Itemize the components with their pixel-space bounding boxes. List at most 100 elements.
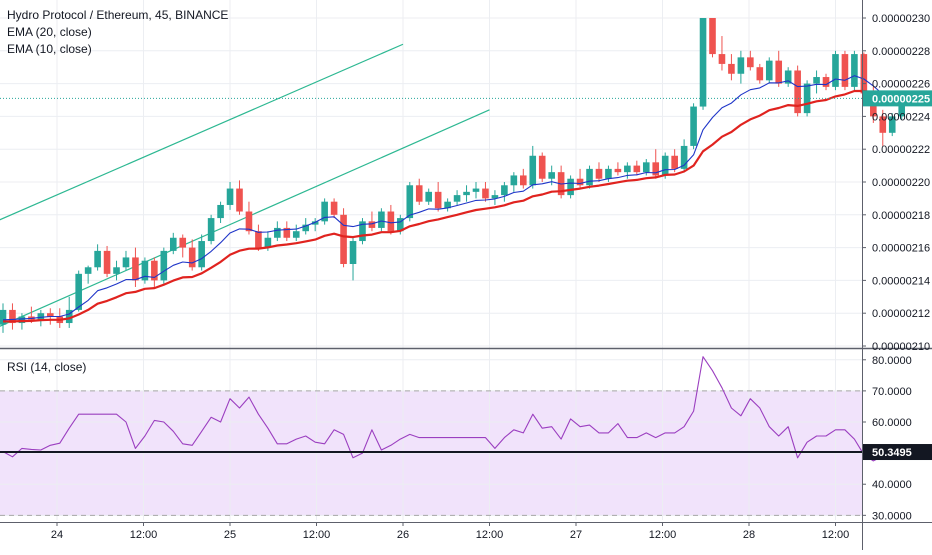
candle-body [207, 218, 215, 242]
candle-body [520, 175, 527, 186]
candle [84, 265, 92, 284]
last-price-marker [863, 90, 932, 107]
candle [321, 198, 328, 225]
candle-body [415, 185, 423, 202]
candle [378, 208, 385, 232]
rsi-last-label: 50.3495 [872, 447, 912, 459]
candle [576, 168, 584, 189]
candle-body [680, 145, 688, 169]
candle [482, 182, 489, 202]
candle [151, 257, 158, 287]
candle [501, 182, 508, 202]
candle-body [765, 60, 773, 81]
candle [538, 152, 546, 182]
candle [255, 224, 262, 251]
candle [283, 221, 291, 242]
candle-body [822, 77, 830, 87]
candle-body [586, 168, 593, 186]
time-tick-label: 26 [397, 529, 409, 541]
candle-body [879, 116, 887, 133]
candle-body [463, 191, 470, 196]
candle [794, 65, 801, 117]
candle [453, 190, 461, 205]
candle [491, 190, 499, 205]
candle-body [47, 313, 54, 317]
candle-body [132, 257, 139, 281]
candle [851, 50, 858, 91]
rsi-tick-label: 80.0000 [872, 355, 912, 367]
candle-body [302, 224, 310, 232]
candle-body [709, 18, 716, 55]
candle [567, 175, 574, 199]
candle [188, 239, 196, 271]
candle-body [813, 77, 820, 84]
candle [387, 204, 395, 235]
candle-body [179, 237, 187, 248]
candle [37, 309, 45, 327]
candle [595, 162, 603, 182]
candle [132, 247, 139, 287]
candle [425, 188, 432, 205]
candle-body [728, 63, 735, 74]
candle-body [548, 172, 555, 179]
candle-body [141, 260, 149, 281]
candle-body [217, 204, 224, 219]
candle-body [453, 195, 461, 202]
time-tick-label: 28 [743, 529, 755, 541]
candle-body [311, 221, 319, 225]
grid [0, 0, 862, 520]
rsi-tick-label: 70.0000 [872, 386, 912, 398]
candle-body [794, 70, 801, 114]
candle-body [378, 211, 385, 228]
time-tick-label: 12:00 [476, 529, 504, 541]
candle [841, 50, 849, 91]
candle-body [888, 116, 896, 133]
candle-body [292, 231, 300, 238]
price-tick-label: 0.00000210 [872, 341, 930, 353]
price-tick-label: 0.00000214 [872, 275, 930, 287]
candle-body [510, 175, 518, 186]
rsi-last-marker [863, 444, 932, 461]
candle [520, 168, 527, 189]
time-tick-label: 24 [51, 529, 63, 541]
candle-body [633, 165, 641, 173]
candle-body [775, 60, 783, 84]
channel-line-upper [0, 43, 404, 221]
candle-body [65, 309, 73, 324]
candle-body [595, 168, 603, 179]
price-tick-label: 0.00000216 [872, 243, 930, 255]
candle-body [397, 218, 404, 232]
candle-body [94, 250, 101, 268]
candle [586, 165, 593, 189]
candle-body [151, 260, 158, 281]
candle-body [747, 57, 754, 68]
ema10-line [2, 75, 902, 321]
candle-body [160, 250, 168, 281]
candle [207, 214, 215, 245]
candle [652, 149, 660, 179]
candle [728, 54, 735, 81]
candle-body [538, 155, 546, 179]
candle-body [690, 106, 697, 146]
candle [605, 165, 612, 182]
candle-body [18, 316, 26, 324]
candle [226, 182, 234, 210]
time-tick-label: 27 [570, 529, 582, 541]
candle [292, 224, 300, 242]
candle-body [605, 168, 612, 179]
candle [624, 162, 631, 179]
candle-body [567, 178, 574, 196]
candle [65, 296, 73, 328]
candle [94, 244, 101, 271]
candle-body [671, 155, 678, 169]
candle [103, 245, 111, 278]
candle-body [652, 162, 660, 176]
candle [756, 63, 764, 84]
candle-body [444, 201, 451, 209]
candle [359, 218, 366, 245]
candle-body [576, 178, 584, 186]
candle-body [756, 67, 764, 81]
time-tick-label: 25 [224, 529, 236, 541]
